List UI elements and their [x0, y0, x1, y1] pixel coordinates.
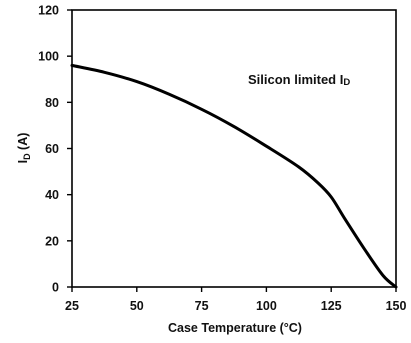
- y-tick-label: 60: [45, 142, 59, 156]
- y-tick-label: 100: [38, 50, 59, 64]
- x-tick-label: 25: [65, 299, 79, 313]
- series-group: [70, 63, 398, 289]
- x-tick-label: 125: [321, 299, 342, 313]
- x-tick-label: 150: [386, 299, 407, 313]
- annotation-main: Silicon limited I: [248, 72, 343, 87]
- x-axis-label: Case Temperature (°C): [168, 321, 302, 335]
- annotation-sub: D: [343, 77, 350, 88]
- x-tick-label: 75: [195, 299, 209, 313]
- y-tick-label: 20: [45, 234, 59, 248]
- y-axis-label-main: I: [16, 160, 30, 163]
- plot-frame: [71, 9, 397, 288]
- series-line: [70, 63, 398, 289]
- y-tick-label: 80: [45, 96, 59, 110]
- y-tick-label: 40: [45, 188, 59, 202]
- tick-marks: [67, 9, 397, 292]
- y-axis-label: ID (A): [16, 133, 32, 164]
- y-tick-label: 120: [38, 4, 59, 18]
- y-axis-label-sub: D: [22, 153, 32, 160]
- y-tick-labels: 0 20 40 60 80 100 120: [38, 4, 59, 295]
- annotation: Silicon limited ID: [248, 72, 350, 88]
- y-tick-label: 0: [52, 281, 59, 295]
- x-tick-labels: 25 50 75 100 125 150: [65, 299, 406, 313]
- x-tick-label: 50: [130, 299, 144, 313]
- x-tick-label: 100: [256, 299, 277, 313]
- y-axis-label-unit: (A): [16, 133, 30, 154]
